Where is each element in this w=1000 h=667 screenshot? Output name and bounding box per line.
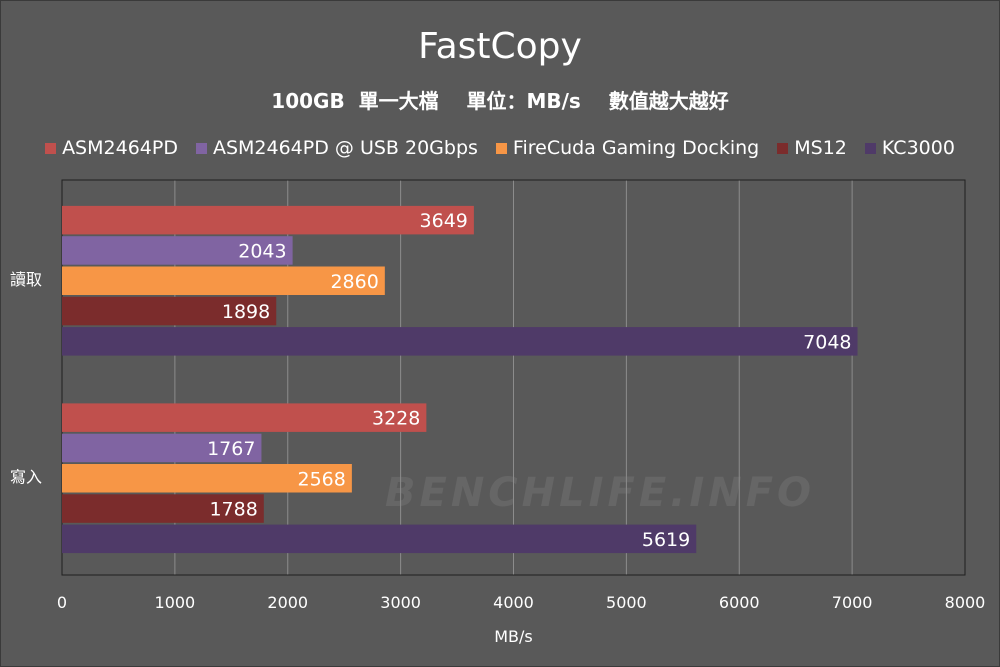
x-tick-label: 8000 [945,593,986,612]
bar [62,296,277,326]
bar-value-label: 3649 [420,210,468,232]
bar-value-label: 5619 [642,529,690,551]
plot-area [61,179,966,576]
legend-swatch [195,142,207,154]
bar [62,464,352,493]
x-tick-label: 6000 [719,593,760,612]
bar [62,524,697,554]
bar [62,494,264,523]
bar [62,327,858,356]
legend-label: ASM2464PD @ USB 20Gbps [212,137,478,159]
bar [62,266,385,295]
bar [62,205,474,235]
bar [62,403,427,432]
legend-swatch [45,142,57,154]
chart-legend: ASM2464PD ASM2464PD @ USB 20Gbps FireCuda … [0,136,1000,160]
bar-value-label: 3228 [372,408,420,430]
x-tick-label: 7000 [832,593,873,612]
bar [62,236,293,265]
legend-item: KC3000 [864,136,955,160]
legend-label: FireCuda Gaming Docking [512,137,760,159]
chart-title: FastCopy [418,26,582,67]
bar-value-label: 2860 [330,271,378,293]
bar-value-label: 1898 [222,301,270,323]
legend-swatch [495,142,507,154]
legend-item: ASM2464PD [45,136,178,160]
x-tick-label: 1000 [155,593,196,612]
legend-swatch [864,142,876,154]
legend-label: KC3000 [881,137,955,159]
legend-label: MS12 [794,137,847,159]
bar-value-label: 1788 [209,499,257,521]
category-label: 寫入 [10,467,42,486]
x-tick-label: 2000 [267,593,308,612]
category-label: 讀取 [10,270,42,289]
legend-swatch [777,142,789,154]
x-tick-label: 5000 [606,593,647,612]
x-tick-label: 0 [57,593,67,612]
x-axis-label: MB/s [494,627,533,646]
bar-value-label: 7048 [803,331,851,353]
x-tick-label: 4000 [493,593,534,612]
watermark: BENCHLIFE.INFO [385,470,816,516]
legend-item: FireCuda Gaming Docking [495,136,760,160]
bar-value-label: 2043 [238,240,286,262]
bar-value-label: 2568 [298,468,346,490]
x-tick-label: 3000 [380,593,421,612]
legend-item: MS12 [777,136,847,160]
bar [62,433,262,463]
legend-item: ASM2464PD @ USB 20Gbps [195,136,478,160]
chart-subtitle: 100GB 單一大檔 單位：MB/s 數值越大越好 [271,89,729,113]
bar-value-label: 1767 [207,438,255,460]
legend-label: ASM2464PD [62,137,178,159]
